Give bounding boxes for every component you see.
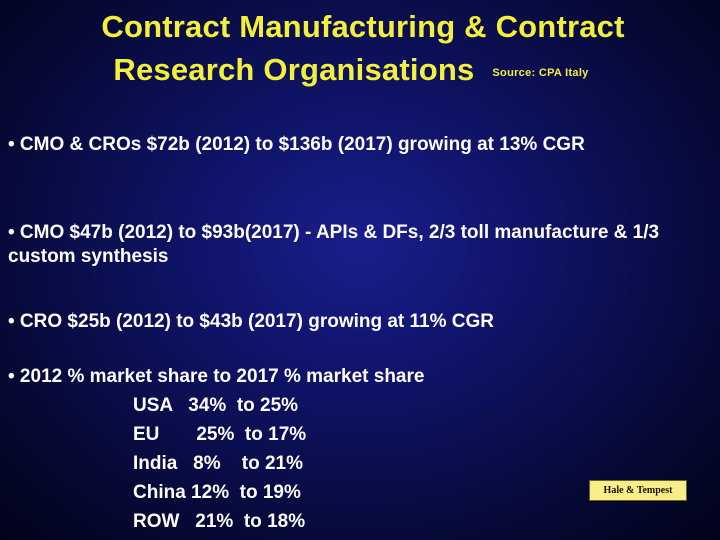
bullet-cmo-cro-market: • CMO & CROs $72b (2012) to $136b (2017)… xyxy=(8,134,585,155)
market-share-row-row: ROW 21% to 18% xyxy=(133,511,306,532)
title-line-1-text: Contract Manufacturing & Contract xyxy=(101,9,625,44)
market-share-row-usa: USA 34% to 25% xyxy=(133,395,299,416)
slide-title-line-2: Research Organisations Source: CPA Italy xyxy=(0,51,711,92)
title-line-2-text: Research Organisations xyxy=(113,52,475,87)
bullet-cmo-market: • CMO $47b (2012) to $93b(2017) - APIs &… xyxy=(8,222,660,267)
source-note: Source: CPA Italy xyxy=(492,67,589,79)
slide-title-line-1: Contract Manufacturing & Contract xyxy=(3,8,720,46)
market-share-row-eu: EU 25% to 17% xyxy=(133,424,307,445)
hale-tempest-badge: Hale & Tempest xyxy=(589,480,687,501)
bullet-cro-market: • CRO $25b (2012) to $43b (2017) growing… xyxy=(8,311,495,332)
market-share-row-india: India 8% to 21% xyxy=(133,453,303,474)
market-share-row-china: China 12% to 19% xyxy=(133,482,301,503)
bullet-market-share-heading: • 2012 % market share to 2017 % market s… xyxy=(8,366,425,387)
